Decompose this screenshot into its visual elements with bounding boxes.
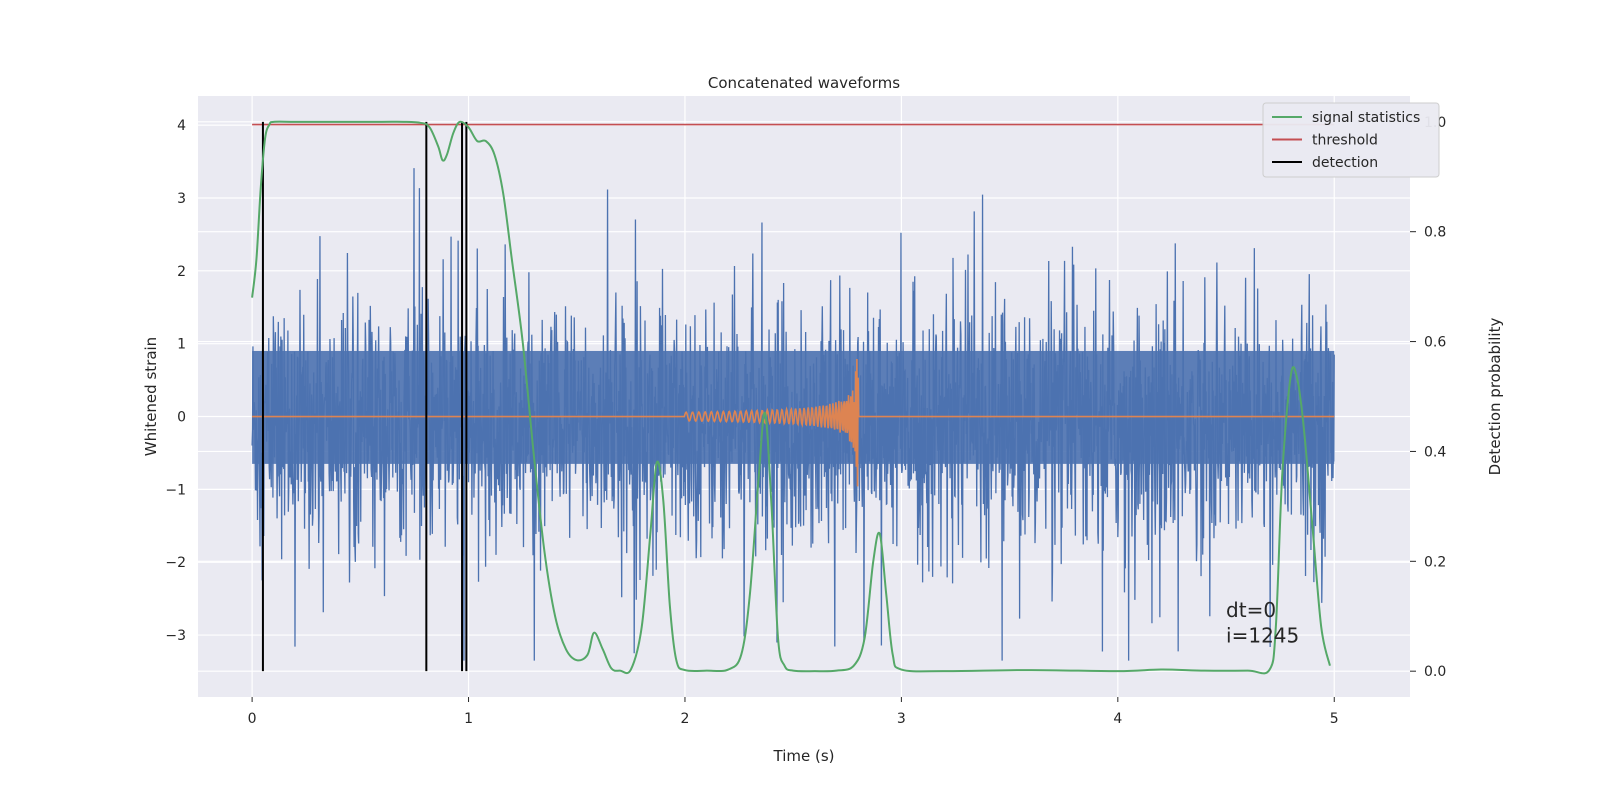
y2-tick-label: 0.4 xyxy=(1424,444,1446,460)
chart-title: Concatenated waveforms xyxy=(708,74,900,92)
y-tick-label: 2 xyxy=(177,264,186,280)
y2-tick-label: 0.2 xyxy=(1424,554,1446,570)
y-tick-label: −2 xyxy=(165,555,186,571)
signal-statistics-series xyxy=(251,120,1331,675)
x-axis-label: Time (s) xyxy=(773,747,835,765)
x-tick-label: 5 xyxy=(1330,711,1339,727)
strain-series xyxy=(251,168,1335,661)
legend-box xyxy=(1262,102,1440,178)
y-tick-label: 1 xyxy=(177,337,186,353)
y-tick-label: −3 xyxy=(165,628,186,644)
legend-label: threshold xyxy=(1312,133,1378,149)
legend-label: signal statistics xyxy=(1312,110,1420,126)
legend: signal statistics threshold detection xyxy=(1262,102,1440,178)
x-tick-label: 3 xyxy=(897,711,906,727)
y-axis-label: Whitened strain xyxy=(142,337,160,456)
y2-tick-label: 0.6 xyxy=(1424,335,1446,351)
y-tick-label: 0 xyxy=(177,410,186,426)
waveform-series xyxy=(252,359,1335,487)
y2-tick-label: 0.0 xyxy=(1424,664,1446,680)
y2-tick-label: 0.8 xyxy=(1424,225,1446,241)
y-tick-label: 4 xyxy=(177,118,186,134)
signal-statistics-line xyxy=(251,120,1331,675)
y-tick-label: −1 xyxy=(165,482,186,498)
legend-label: detection xyxy=(1312,155,1378,171)
x-tick-label: 1 xyxy=(464,711,473,727)
y-tick-label: 3 xyxy=(177,191,186,207)
strain-core-band xyxy=(252,350,1335,464)
annotation-i: i=1245 xyxy=(1226,623,1299,647)
y2-axis-label: Detection probability xyxy=(1486,318,1504,476)
detection-series xyxy=(261,121,468,672)
x-tick-label: 2 xyxy=(681,711,690,727)
x-tick-label: 0 xyxy=(248,711,257,727)
x-tick-label: 4 xyxy=(1113,711,1122,727)
annotation-dt: dt=0 xyxy=(1226,598,1276,622)
waveform-line xyxy=(252,359,1335,487)
